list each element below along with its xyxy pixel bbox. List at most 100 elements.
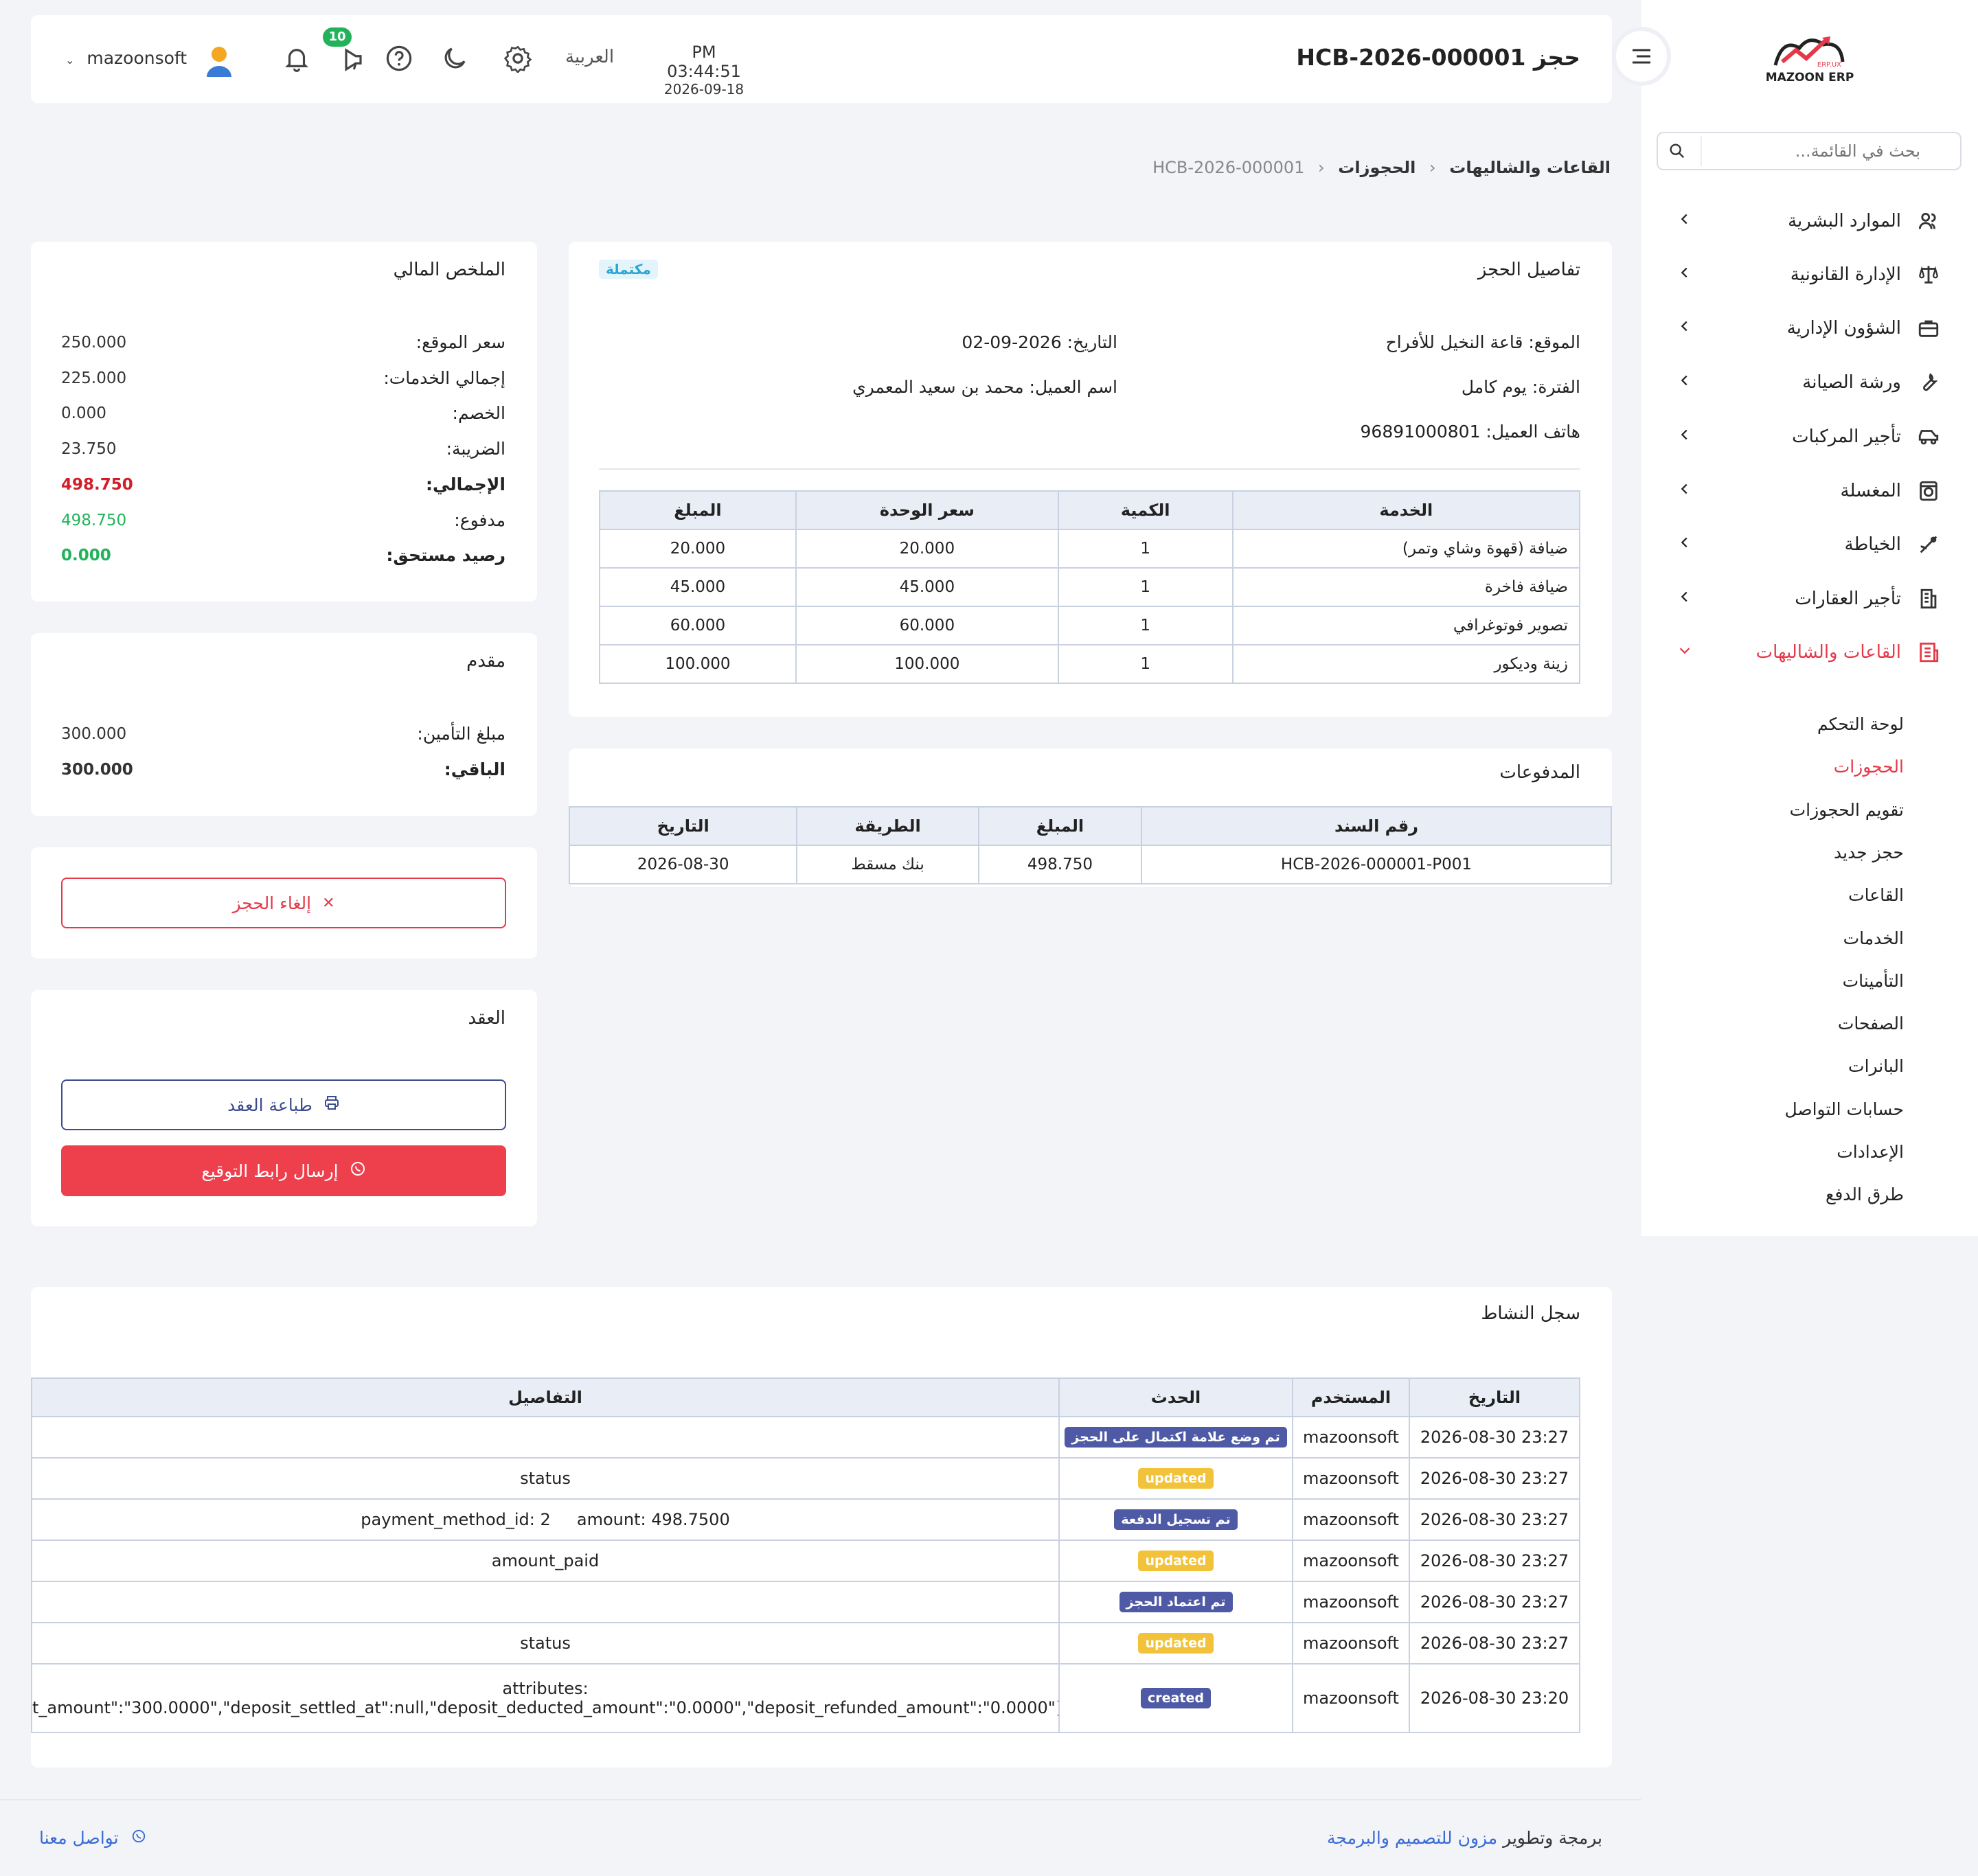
cell-event: updated: [1058, 1457, 1293, 1500]
sidebar: ERP.UX MAZOON ERP إدارة علاقات العملاءال…: [1641, 0, 1978, 1236]
chevron-left-icon: [1677, 534, 1698, 555]
cell-date: 2026-08-30 23:27: [1409, 1622, 1580, 1665]
menu-icon: [1633, 49, 1650, 64]
chevron-left-icon: ‹: [1429, 158, 1436, 177]
summary-label: مدفوع:: [454, 510, 505, 530]
submenu-item[interactable]: حجز جديد: [1834, 842, 1904, 862]
briefcase-icon: [1915, 314, 1942, 342]
send-signature-link-button[interactable]: إرسال رابط التوقيع: [61, 1145, 506, 1196]
search-icon[interactable]: [1668, 141, 1688, 162]
sidebar-item-building[interactable]: تأجير العقارات: [1677, 578, 1942, 619]
notifications-count-badge: 10: [323, 27, 352, 47]
submenu-item[interactable]: القاعات: [1848, 885, 1904, 906]
submenu-item[interactable]: تقويم الحجوزات: [1789, 799, 1904, 820]
logo-sub: ERP.UX: [1817, 61, 1841, 69]
event-badge: تم اعتماد الحجز: [1119, 1592, 1233, 1612]
logo-icon: [1773, 36, 1845, 66]
submenu-item[interactable]: البانرات: [1848, 1056, 1904, 1077]
whatsapp-icon: [126, 1828, 146, 1848]
summary-value: 250.000: [61, 334, 127, 352]
users-icon: [1915, 207, 1942, 235]
customer-name-field: اسم العميل: محمد بن سعيد المعمري: [852, 377, 1117, 397]
sidebar-item-car[interactable]: تأجير المركبات: [1677, 416, 1942, 457]
cell-event: created: [1058, 1663, 1293, 1733]
card-title: مقدم: [466, 651, 505, 672]
cell-user: mazoonsoft: [1292, 1663, 1410, 1733]
chevron-left-icon: [1677, 372, 1698, 393]
send-signature-link-label: إرسال رابط التوقيع: [201, 1160, 339, 1181]
search-input[interactable]: [1701, 136, 1920, 166]
submenu-item[interactable]: الحجوزات: [1833, 757, 1904, 777]
print-contract-button[interactable]: طباعة العقد: [61, 1079, 506, 1130]
cell-details: attributes: t_amount":"300.0000","deposit…: [31, 1663, 1060, 1733]
event-badge: created: [1141, 1688, 1211, 1708]
cell-details: status: [31, 1622, 1060, 1665]
sidebar-item-users[interactable]: الموارد البشرية: [1677, 201, 1942, 242]
cell-details: [31, 1416, 1060, 1459]
cancel-booking-button[interactable]: ✕ إلغاء الحجز: [61, 878, 506, 928]
table-row: HCB-2026-000001-P001 498.750 بنك مسقط 2026-…: [568, 845, 1613, 884]
submenu-item[interactable]: لوحة التحكم: [1817, 714, 1904, 734]
summary-value: 0.000: [61, 547, 111, 565]
sidebar-toggle-button[interactable]: [1616, 31, 1667, 82]
deposit-value: 300.000: [61, 725, 127, 743]
cell-qty: 1: [1057, 529, 1234, 569]
column-header: الخدمة: [1231, 490, 1581, 530]
payments-table-wrap: رقم السند المبلغ الطريقة التاريخ HCB-2026-0…: [568, 806, 1613, 884]
sidebar-item-label: الشؤون الإدارية: [1786, 318, 1901, 339]
footer-company-link[interactable]: مزون للتصميم والبرمجة: [1327, 1828, 1498, 1848]
summary-value: 498.750: [61, 511, 127, 529]
username: mazoonsoft: [87, 48, 187, 68]
contact-us-link[interactable]: تواصل معنا: [39, 1828, 146, 1848]
announcements-icon[interactable]: [337, 45, 365, 78]
summary-label: سعر الموقع:: [416, 332, 505, 352]
contract-card: العقد طباعة العقد إرسال رابط التوقيع: [31, 990, 537, 1226]
brand-logo[interactable]: ERP.UX MAZOON ERP: [1762, 31, 1858, 93]
language-switch[interactable]: العربية: [565, 47, 615, 67]
breadcrumb-root[interactable]: القاعات والشاليهات: [1449, 158, 1611, 177]
chevron-down-icon: [1677, 642, 1698, 663]
cell-date: 2026-08-30 23:27: [1409, 1581, 1580, 1623]
submenu-item[interactable]: طرق الدفع: [1826, 1185, 1904, 1205]
settings-icon[interactable]: [503, 44, 532, 77]
help-icon[interactable]: [385, 44, 413, 77]
cell-user: mazoonsoft: [1292, 1540, 1410, 1582]
breadcrumb-section[interactable]: الحجوزات: [1338, 158, 1416, 177]
column-header: المبلغ: [977, 806, 1142, 846]
sidebar-item-label: تأجير العقارات: [1795, 588, 1901, 609]
cell-user: mazoonsoft: [1292, 1416, 1410, 1459]
sidebar-item-label: الإدارة القانونية: [1790, 264, 1901, 285]
avatar[interactable]: [201, 43, 237, 82]
submenu-item[interactable]: الخدمات: [1843, 928, 1904, 948]
column-header: التاريخ: [568, 806, 798, 846]
submenu-item[interactable]: التأمينات: [1842, 970, 1904, 991]
footer-credit: برمجة وتطوير مزون للتصميم والبرمجة: [1327, 1828, 1602, 1848]
sidebar-item-briefcase[interactable]: الشؤون الإدارية: [1677, 308, 1942, 349]
cell-event: تم تسجيل الدفعة: [1058, 1498, 1293, 1541]
sidebar-item-sewing[interactable]: الخياطة: [1677, 524, 1942, 565]
sewing-icon: [1915, 531, 1942, 558]
cell-event: تم اعتماد الحجز: [1058, 1581, 1293, 1623]
column-header: الطريقة: [796, 806, 979, 846]
column-header: التاريخ: [1409, 1377, 1580, 1417]
sidebar-item-scale[interactable]: الإدارة القانونية: [1677, 254, 1942, 295]
submenu-item[interactable]: الصفحات: [1837, 1014, 1904, 1034]
cell-amount: 100.000: [599, 644, 797, 684]
cell-event: updated: [1058, 1540, 1293, 1582]
user-menu[interactable]: ⌄ mazoonsoft: [65, 48, 187, 68]
menu-search[interactable]: [1657, 132, 1962, 170]
submenu-item[interactable]: حسابات التواصل: [1784, 1099, 1904, 1119]
column-header: رقم السند: [1140, 806, 1613, 846]
breadcrumb-current: HCB-2026-000001: [1152, 158, 1305, 177]
date-field: التاريخ: 2026-09-02: [962, 332, 1117, 352]
cell-date: 2026-08-30 23:27: [1409, 1457, 1580, 1500]
dark-mode-icon[interactable]: [440, 44, 469, 77]
sidebar-item-laundry[interactable]: المغسلة: [1677, 470, 1942, 512]
sidebar-item-hall[interactable]: القاعات والشاليهات: [1677, 632, 1942, 673]
submenu-item[interactable]: الإعدادات: [1837, 1142, 1904, 1162]
chevron-left-icon: [1677, 264, 1698, 285]
deposit-card: مقدم مبلغ التأمين: 300.000 الباقي: 300.000: [31, 633, 537, 816]
laundry-icon: [1915, 477, 1942, 505]
sidebar-item-wrench[interactable]: ورشة الصيانة: [1677, 362, 1942, 403]
notifications-bell-icon[interactable]: [282, 44, 311, 77]
